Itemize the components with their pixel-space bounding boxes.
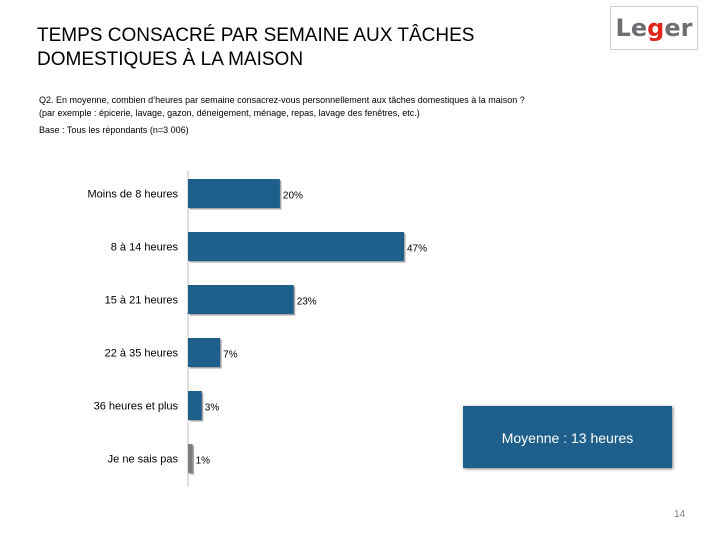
page-number: 14 [674,509,686,520]
title-line-1: TEMPS CONSACRÉ PAR SEMAINE AUX TÂCHES [37,25,475,46]
value-label: 47% [407,244,427,255]
bar [188,232,404,261]
question-example: (par exemple : épicerie, lavage, gazon, … [39,108,420,118]
average-label: Moyenne : 13 heures [501,430,634,446]
question-body: En moyenne, combien d’heures par semaine… [56,95,525,105]
question-line: Q2. En moyenne, combien d’heures par sem… [39,94,679,107]
category-label: 15 à 21 heures [105,295,179,307]
title-line-2: DOMESTIQUES À LA MAISON [37,49,304,70]
value-label: 23% [297,297,317,308]
category-label: Moins de 8 heures [88,189,179,201]
category-label: 22 à 35 heures [105,348,179,360]
question-id: Q2. [39,95,54,105]
category-label: 36 heures et plus [94,401,179,413]
average-box: Moyenne : 13 heures [463,406,672,468]
bar [188,285,294,314]
bar [188,391,202,420]
logo-text-pre: Le [615,14,648,42]
logo-text: Leger [616,14,693,42]
value-label: 7% [223,350,238,361]
category-label: Je ne sais pas [108,454,179,466]
bar [188,338,221,367]
logo-text-g: g [647,14,665,42]
logo-text-post: er [664,14,693,42]
question-text: Q2. En moyenne, combien d’heures par sem… [39,94,679,120]
bar [188,444,193,473]
bars-group: Moins de 8 heures 20% 8 à 14 heures 47% 15 à… [88,179,427,475]
value-label: 20% [283,191,303,202]
category-label: 8 à 14 heures [111,242,179,254]
value-label: 3% [205,403,220,414]
leger-logo: Leger [610,6,698,50]
bar [188,179,280,208]
page-title: TEMPS CONSACRÉ PAR SEMAINE AUX TÂCHES DO… [37,24,577,72]
base-note: Base : Tous les répondants (n=3 006) [39,125,189,135]
value-label: 1% [196,456,211,467]
